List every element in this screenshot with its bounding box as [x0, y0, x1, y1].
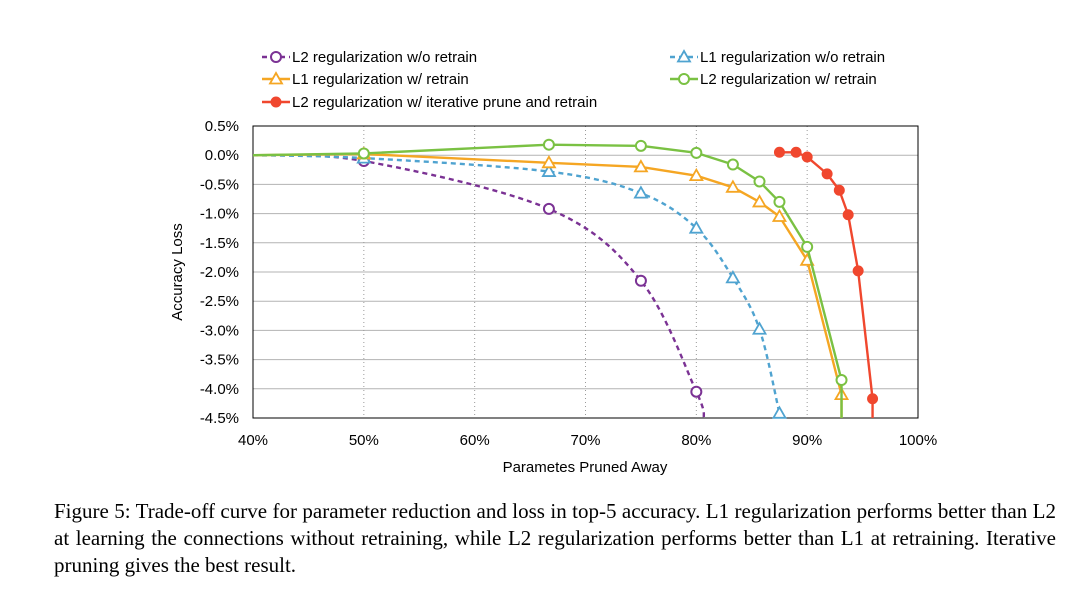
data-point [725, 179, 741, 193]
x-tick-label: 50% [349, 432, 379, 449]
series-2 [252, 150, 788, 419]
x-tick-label: 60% [460, 432, 490, 449]
data-point [690, 385, 703, 398]
data-point [690, 146, 703, 159]
series-line [252, 152, 843, 418]
data-point [771, 405, 788, 419]
data-point [633, 185, 649, 199]
plot-frame [252, 125, 919, 419]
legend-item-4: L2 regularization w/ retrain [670, 71, 877, 88]
data-point [835, 374, 848, 387]
legend-label: L2 regularization w/ retrain [700, 71, 877, 88]
data-point [753, 175, 766, 188]
series-line [252, 154, 781, 414]
x-tick-label: 90% [792, 432, 822, 449]
data-point [842, 209, 854, 221]
y-tick-label: -2.5% [200, 293, 239, 310]
data-point [852, 265, 864, 277]
x-tick-label: 40% [238, 432, 268, 449]
data-point [270, 51, 282, 63]
data-point [833, 184, 845, 196]
y-tick-label: 0.0% [205, 147, 239, 164]
series-3 [252, 146, 850, 418]
grid [253, 126, 918, 418]
data-point [541, 154, 557, 169]
data-point [821, 168, 833, 180]
y-tick-label: -1.5% [200, 235, 239, 252]
data-point [773, 146, 785, 158]
series-line [252, 143, 843, 418]
legend-label: L2 regularization w/ iterative prune and… [292, 94, 597, 111]
data-point [801, 151, 813, 163]
data-point [541, 163, 557, 177]
x-tick-label: 70% [570, 432, 600, 449]
y-tick-label: -2.0% [200, 264, 239, 281]
data-point [268, 71, 284, 85]
y-tick-label: -4.5% [200, 410, 239, 427]
y-tick-label: -3.0% [200, 322, 239, 339]
data-point [270, 96, 282, 108]
legend-label: L2 regularization w/o retrain [292, 49, 477, 66]
series-layer [252, 138, 879, 419]
y-tick-label: -0.5% [200, 176, 239, 193]
axes: 0.5% 0.0% -0.5% -1.0% -1.5% -2.0% -2.5% -3.0% -3… [200, 118, 937, 449]
legend: L2 regularization w/o retrain L1 regulari… [262, 49, 885, 111]
legend-item-1: L2 regularization w/o retrain [262, 49, 477, 66]
data-point [634, 274, 647, 287]
y-tick-label: -4.0% [200, 381, 239, 398]
y-axis-label: Accuracy Loss [169, 223, 186, 321]
y-tick-label: -3.5% [200, 352, 239, 369]
y-tick-label: -1.0% [200, 206, 239, 223]
legend-label: L1 regularization w/o retrain [700, 49, 885, 66]
y-tick-label: 0.5% [205, 118, 239, 135]
data-point [542, 138, 555, 151]
x-tick-label: 80% [681, 432, 711, 449]
data-point [773, 195, 786, 208]
legend-item-3: L1 regularization w/ retrain [262, 71, 469, 88]
x-axis-label: Parametes Pruned Away [503, 459, 668, 476]
series-5 [773, 146, 879, 418]
legend-label: L1 regularization w/ retrain [292, 71, 469, 88]
data-point [790, 146, 802, 158]
series-1 [252, 153, 706, 419]
data-point [751, 321, 768, 335]
legend-item-5: L2 regularization w/ iterative prune and… [262, 94, 597, 111]
data-point [676, 49, 692, 63]
data-point [725, 270, 741, 284]
data-point [726, 158, 739, 171]
data-point [751, 194, 768, 208]
data-point [633, 159, 649, 173]
series-line [779, 151, 874, 418]
data-point [801, 240, 814, 253]
data-point [688, 220, 704, 234]
data-point [688, 167, 704, 182]
data-point [542, 202, 555, 215]
data-point [867, 393, 879, 405]
x-tick-label: 100% [899, 432, 937, 449]
data-point [634, 139, 647, 152]
legend-item-2: L1 regularization w/o retrain [670, 49, 885, 66]
data-point [678, 73, 690, 85]
data-point [771, 208, 788, 222]
figure-caption: Figure 5: Trade-off curve for parameter … [54, 499, 1056, 577]
data-point [357, 147, 370, 160]
series-4 [252, 138, 848, 418]
